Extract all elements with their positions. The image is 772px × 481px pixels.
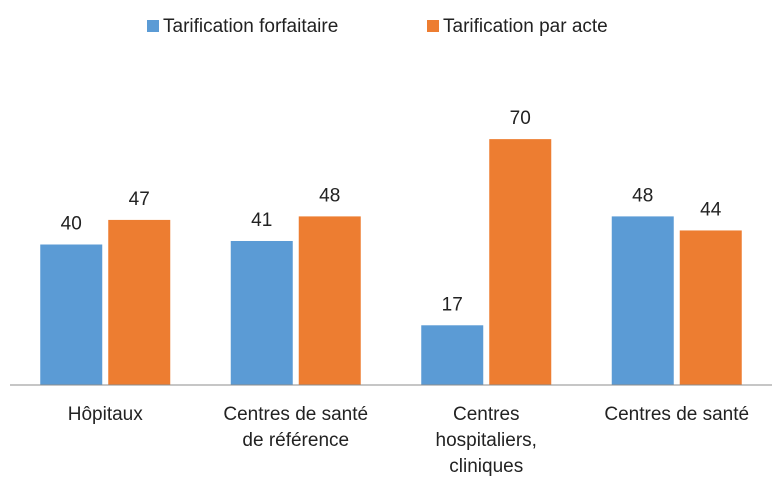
x-tick-label: Centres de santé	[604, 404, 749, 425]
x-tick-label: de référence	[242, 430, 349, 451]
x-tick-label: hospitaliers,	[436, 430, 537, 451]
data-label: 44	[700, 199, 722, 220]
data-label: 70	[510, 108, 531, 129]
bar	[230, 240, 293, 385]
legend-swatch	[427, 20, 439, 32]
x-tick-label: Hôpitaux	[68, 404, 143, 425]
bar	[489, 139, 552, 385]
data-label: 48	[319, 185, 340, 206]
bar	[298, 216, 361, 385]
x-tick-label: Centres de santé	[223, 404, 368, 425]
data-label: 41	[251, 210, 272, 231]
bar	[679, 230, 742, 385]
x-tick-label: Centres	[453, 404, 520, 425]
data-label: 48	[632, 185, 653, 206]
data-label: 17	[442, 294, 463, 315]
data-label: 47	[129, 189, 150, 210]
legend-label: Tarification par acte	[443, 16, 608, 37]
x-tick-label: cliniques	[449, 456, 523, 477]
legend-swatch	[147, 20, 159, 32]
data-label: 40	[61, 214, 82, 235]
bar	[40, 244, 103, 385]
bar	[611, 216, 674, 385]
bar	[421, 325, 484, 385]
bar	[108, 219, 171, 385]
legend-label: Tarification forfaitaire	[163, 16, 338, 37]
